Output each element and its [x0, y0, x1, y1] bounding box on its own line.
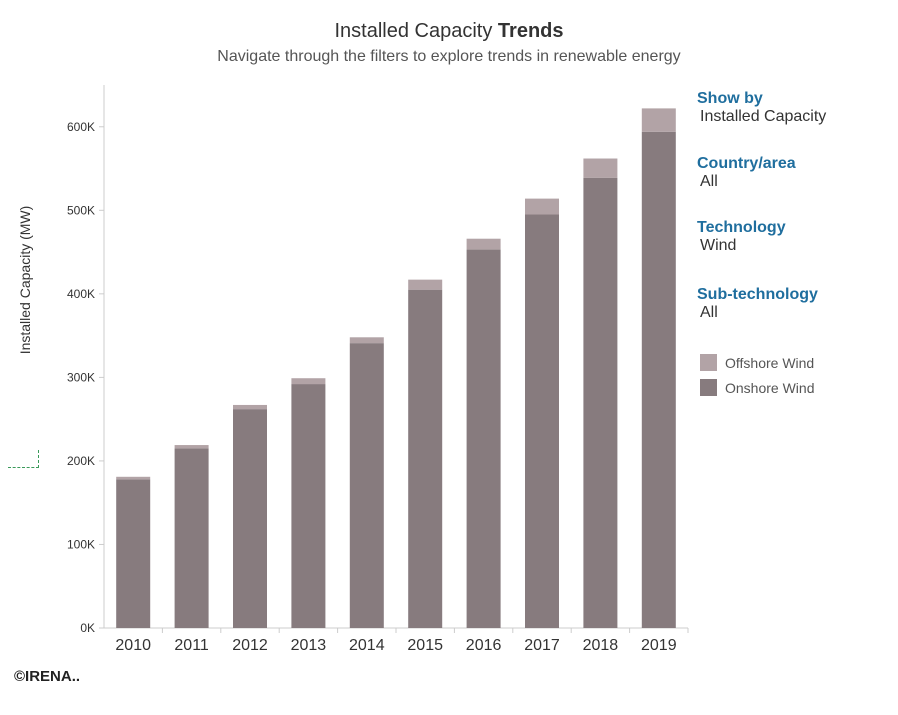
y-tick-label: 600K [67, 120, 95, 134]
chart-subtitle: Navigate through the filters to explore … [217, 48, 681, 65]
y-axis: 0K 100K 200K 300K 400K 500K 600K [67, 85, 105, 635]
x-tick-label: 2010 [115, 637, 151, 654]
filter-technology[interactable]: Technology Wind [697, 219, 786, 255]
bar-onshore-2016[interactable] [466, 249, 501, 628]
x-tick-label: 2015 [407, 637, 443, 654]
legend-label-offshore: Offshore Wind [725, 354, 815, 371]
x-tick-label: 2013 [291, 637, 327, 654]
legend-item-offshore[interactable]: Offshore Wind [700, 350, 814, 375]
filter-show-by[interactable]: Show by Installed Capacity [697, 90, 826, 126]
bar-offshore-2012[interactable] [233, 404, 267, 410]
y-tick-label: 300K [67, 370, 95, 384]
x-tick-label: 2011 [174, 637, 209, 654]
x-tick-label: 2012 [232, 637, 268, 654]
legend-swatch-onshore [700, 379, 717, 396]
filter-value[interactable]: Wind [700, 237, 737, 254]
y-tick-label: 200K [67, 454, 95, 468]
x-tick-label: 2014 [349, 637, 385, 654]
x-tick-label: 2018 [583, 637, 619, 654]
bar-offshore-2017[interactable] [525, 198, 559, 215]
legend-item-onshore[interactable]: Onshore Wind [700, 375, 814, 400]
filter-value[interactable]: All [700, 173, 718, 190]
x-axis: 2010 2011 2012 2013 2014 2015 2016 2017 2018 2019 [104, 627, 689, 654]
x-tick-label: 2017 [524, 637, 560, 654]
bar-offshore-2013[interactable] [291, 378, 326, 385]
bar-onshore-2017[interactable] [525, 214, 559, 628]
selection-marker [8, 450, 39, 468]
filter-sub-technology[interactable]: Sub-technology All [697, 286, 818, 322]
legend-label-onshore: Onshore Wind [725, 379, 815, 396]
bar-onshore-2013[interactable] [291, 384, 326, 628]
filter-value[interactable]: All [700, 304, 718, 321]
chart-title: Installed Capacity Trends [0, 20, 898, 43]
bar-onshore-2018[interactable] [583, 177, 618, 628]
filter-title: Technology [697, 219, 786, 236]
bar-offshore-2019[interactable] [641, 108, 676, 132]
bar-offshore-2014[interactable] [349, 337, 384, 344]
y-tick-label: 0K [80, 621, 95, 635]
chart-title-main: Installed Capacity [334, 20, 498, 42]
filter-title: Show by [697, 90, 763, 107]
bar-offshore-2011[interactable] [174, 445, 209, 449]
y-tick-label: 100K [67, 537, 95, 551]
bar-onshore-2012[interactable] [233, 409, 267, 628]
bar-offshore-2015[interactable] [408, 279, 443, 290]
filter-value[interactable]: Installed Capacity [700, 108, 827, 125]
chart-title-bold: Trends [497, 20, 564, 42]
y-tick-label: 400K [67, 287, 95, 301]
filter-title: Country/area [697, 155, 796, 172]
bar-onshore-2010[interactable] [116, 479, 151, 628]
bar-onshore-2011[interactable] [174, 448, 209, 628]
x-tick-label: 2016 [466, 637, 502, 654]
bar-offshore-2016[interactable] [466, 238, 501, 250]
legend-swatch-offshore [700, 354, 717, 371]
legend: Offshore Wind Onshore Wind [700, 350, 814, 400]
bar-offshore-2018[interactable] [583, 158, 618, 178]
copyright-text: ©IRENA.. [14, 668, 81, 685]
bar-offshore-2010[interactable] [116, 476, 151, 480]
x-tick-label: 2019 [641, 637, 677, 654]
bar-onshore-2014[interactable] [349, 343, 384, 628]
bars [116, 108, 676, 628]
filter-title: Sub-technology [697, 286, 818, 303]
y-tick-label: 500K [67, 203, 95, 217]
bar-onshore-2015[interactable] [408, 289, 443, 628]
filter-country-area[interactable]: Country/area All [697, 155, 796, 191]
bar-onshore-2019[interactable] [641, 131, 676, 628]
